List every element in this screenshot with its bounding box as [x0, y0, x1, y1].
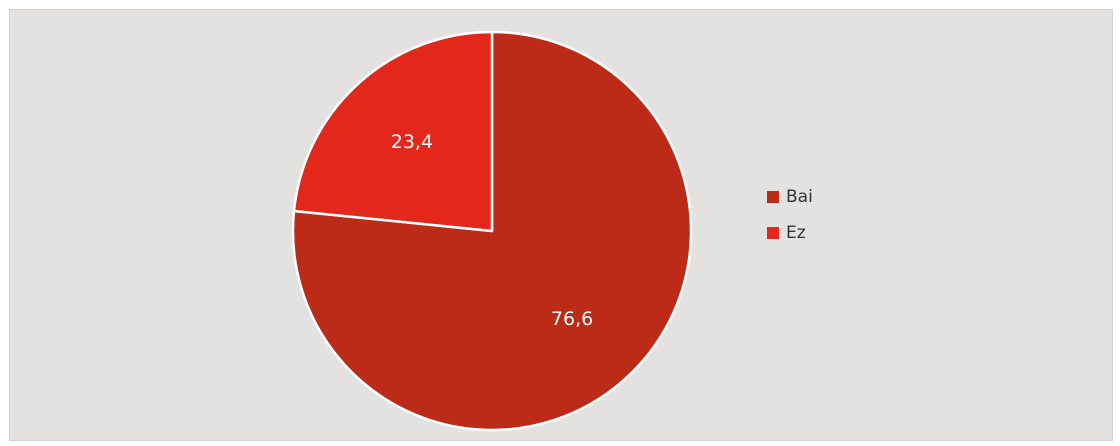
legend-item-ez: Ez: [767, 222, 813, 244]
data-label-bai: 76,6: [551, 308, 593, 330]
legend-swatch-bai: [767, 191, 779, 203]
pie-slice-ez: [292, 30, 494, 233]
legend-swatch-ez: [767, 227, 779, 239]
data-label-ez: 23,4: [391, 131, 433, 153]
legend-label-bai: Bai: [786, 187, 813, 207]
legend-label-ez: Ez: [786, 223, 806, 243]
legend-item-bai: Bai: [767, 186, 813, 208]
chart-legend: Bai Ez: [767, 186, 813, 258]
